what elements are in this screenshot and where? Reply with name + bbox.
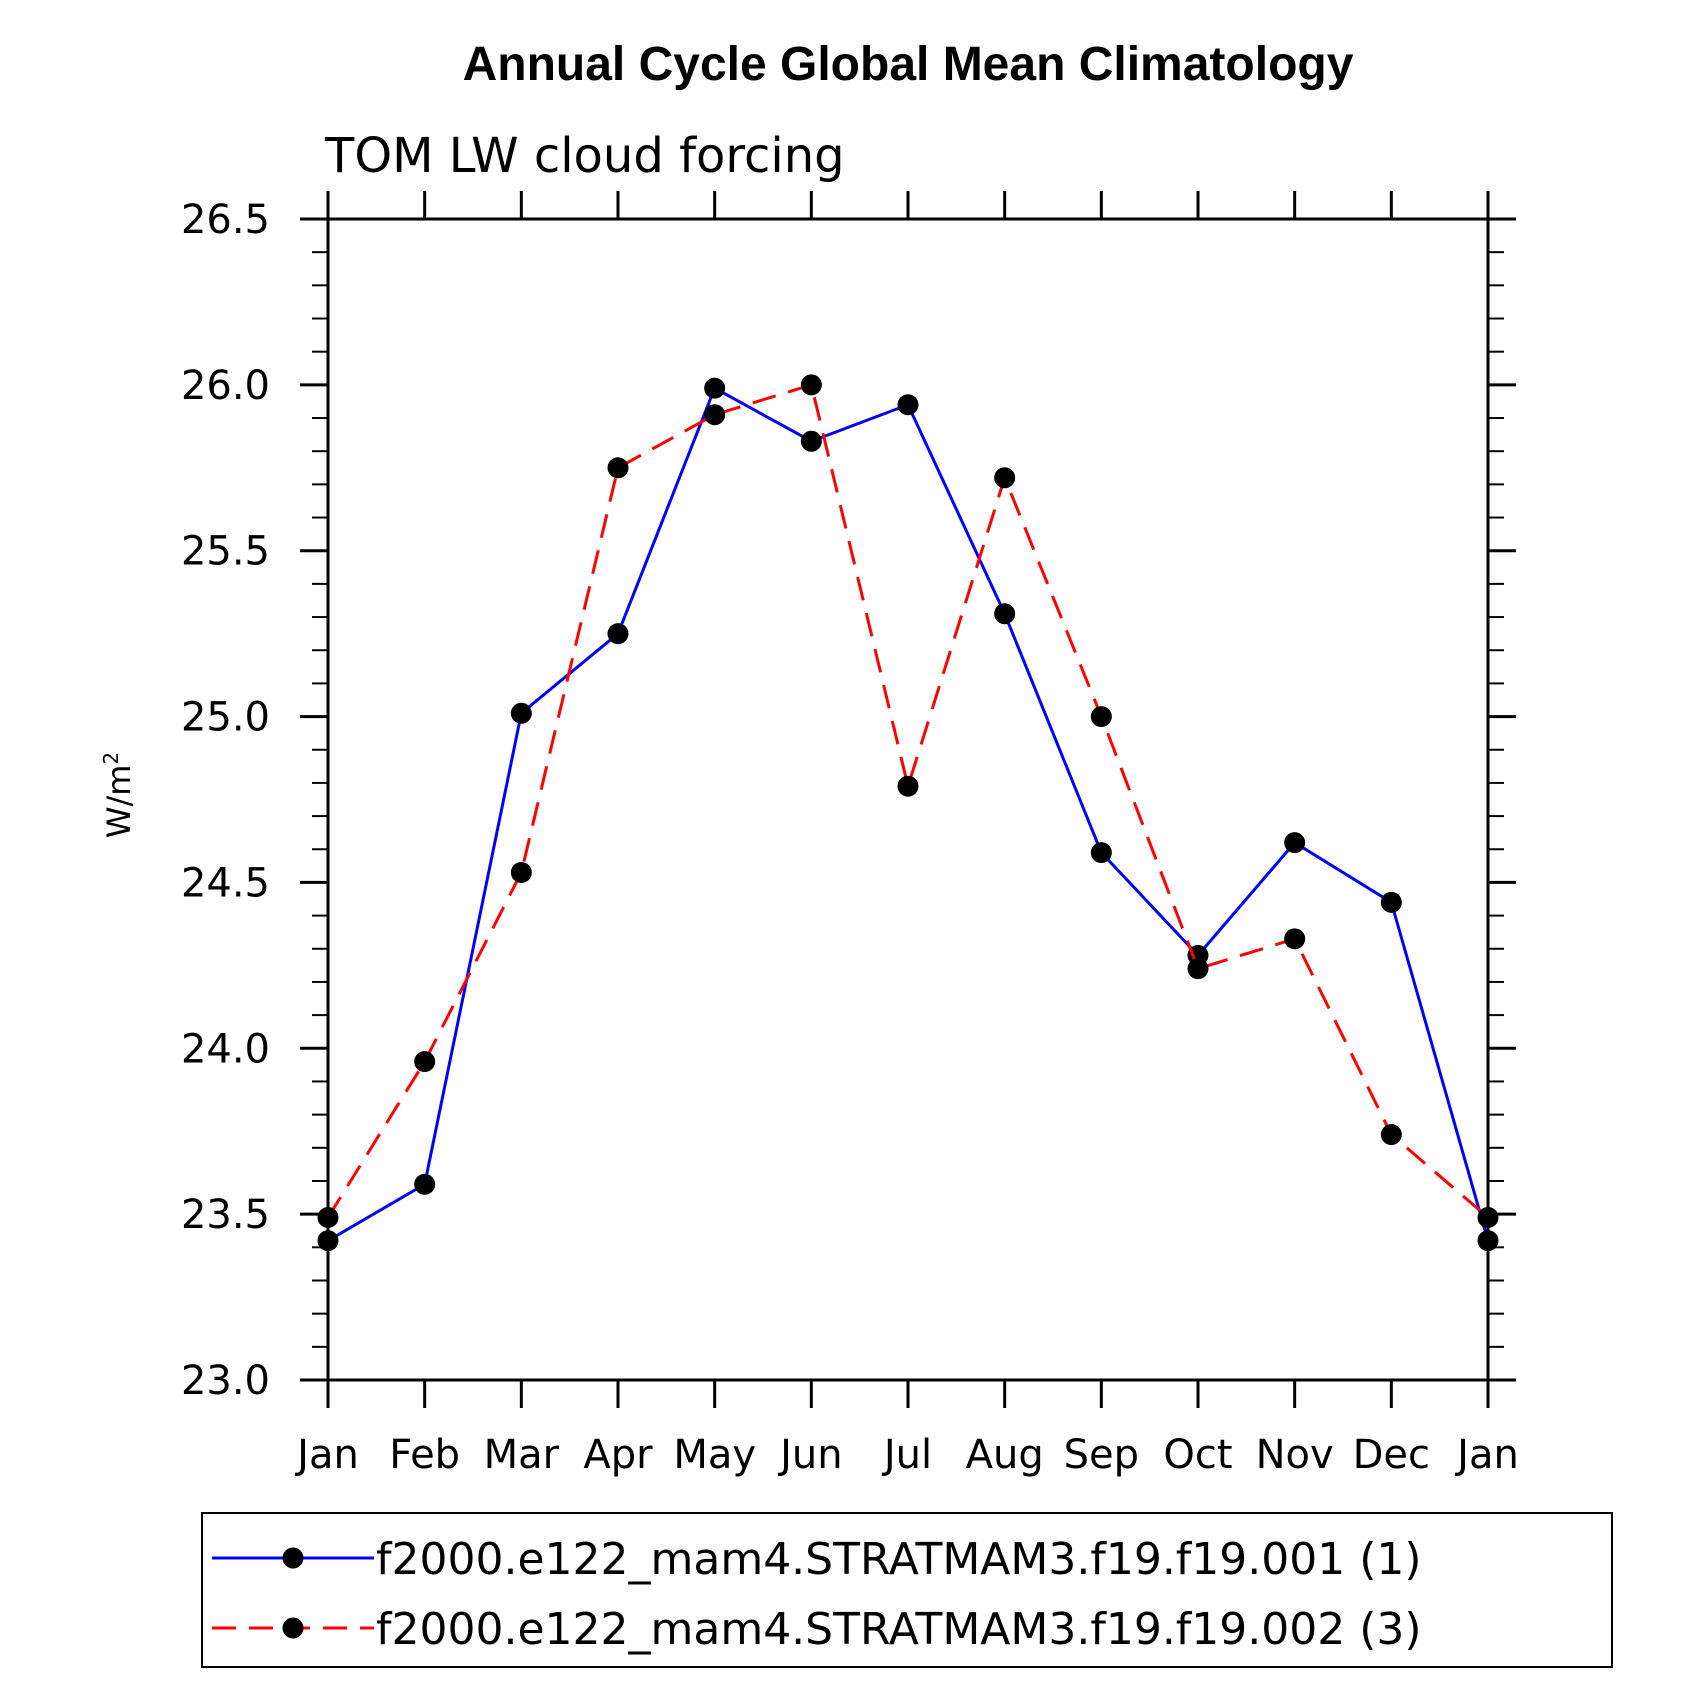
data-point: [317, 1230, 339, 1252]
legend-marker-2: [282, 1617, 304, 1639]
y-tick-label: 26.5: [181, 197, 270, 243]
y-tick-label: 24.5: [181, 860, 270, 906]
legend: f2000.e122_mam4.STRATMAM3.f19.f19.001 (1…: [201, 1512, 1613, 1668]
data-point: [1477, 1230, 1499, 1252]
data-point: [800, 430, 822, 452]
data-point: [414, 1173, 436, 1195]
data-point: [510, 702, 532, 724]
data-point: [1090, 706, 1112, 728]
x-tick-label: Sep: [1064, 1432, 1139, 1478]
x-tick-label: Jan: [294, 1432, 359, 1478]
y-tick-labels: 23.0 23.5 24.0 24.5 25.0 25.5 26.0 26.5: [181, 197, 270, 1404]
legend-label-2: f2000.e122_mam4.STRATMAM3.f19.f19.002 (3…: [376, 1604, 1422, 1655]
data-point: [1090, 842, 1112, 864]
axes: [300, 191, 1516, 1408]
series-1: [317, 377, 1499, 1252]
data-point: [1284, 928, 1306, 950]
y-tick-label: 23.5: [181, 1192, 270, 1238]
y-axis-label-text: W/m: [100, 765, 138, 839]
x-tick-label: Jun: [777, 1432, 843, 1478]
data-point: [800, 374, 822, 396]
y-tick-label: 26.0: [181, 363, 270, 409]
data-point: [607, 623, 629, 645]
chart-subtitle: TOM LW cloud forcing: [324, 128, 845, 184]
plot-frame: [326, 217, 1490, 1382]
x-tick-label: Dec: [1353, 1432, 1430, 1478]
x-tick-label: Apr: [583, 1432, 653, 1478]
y-tick-label: 23.0: [181, 1358, 270, 1404]
legend-box: [201, 1512, 1613, 1668]
y-tick-label: 24.0: [181, 1026, 270, 1072]
legend-marker-1: [282, 1547, 304, 1569]
x-tick-label: Feb: [389, 1432, 460, 1478]
y-axis-label: W/m2: [99, 752, 138, 838]
data-point: [897, 394, 919, 416]
x-tick-label: Jan: [1454, 1432, 1519, 1478]
y-axis-label-superscript: 2: [99, 752, 123, 765]
data-point: [704, 404, 726, 426]
data-point: [994, 603, 1016, 625]
series-layer: [317, 374, 1499, 1252]
data-point: [1380, 891, 1402, 913]
data-point: [1284, 832, 1306, 854]
data-point: [897, 775, 919, 797]
x-tick-labels: Jan Feb Mar Apr May Jun Jul Aug Sep Oct Nov Dec Jan: [294, 1432, 1519, 1478]
x-tick-label: Aug: [966, 1432, 1044, 1478]
y-tick-label: 25.0: [181, 695, 270, 741]
x-tick-label: Nov: [1256, 1432, 1334, 1478]
data-point: [1187, 958, 1209, 980]
x-tick-label: Mar: [484, 1432, 560, 1478]
x-tick-label: May: [673, 1432, 756, 1478]
series-2: [317, 374, 1499, 1228]
data-point: [1380, 1124, 1402, 1146]
chart-title: Annual Cycle Global Mean Climatology: [463, 38, 1354, 91]
x-tick-label: Jul: [881, 1432, 932, 1478]
data-point: [510, 861, 532, 883]
data-point: [704, 377, 726, 399]
legend-label-1: f2000.e122_mam4.STRATMAM3.f19.f19.001 (1…: [376, 1534, 1422, 1585]
x-tick-label: Oct: [1163, 1432, 1232, 1478]
y-tick-label: 25.5: [181, 529, 270, 575]
data-point: [414, 1051, 436, 1073]
data-point: [994, 467, 1016, 489]
data-point: [607, 457, 629, 479]
data-point: [1477, 1206, 1499, 1228]
data-point: [317, 1206, 339, 1228]
series-line-1: [327, 386, 1490, 1242]
